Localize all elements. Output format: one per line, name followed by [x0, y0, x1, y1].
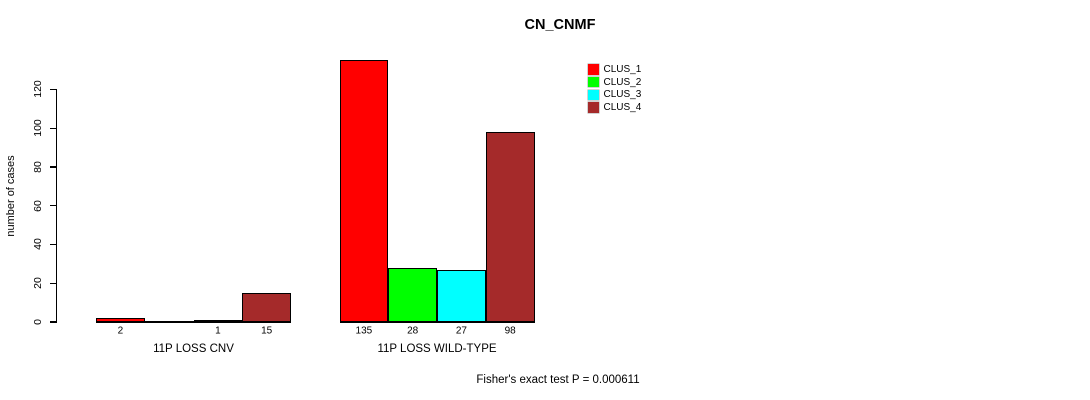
y-tick-label: 80	[32, 161, 44, 173]
bar-clus_1-2	[339, 60, 389, 322]
legend-swatch-icon	[588, 64, 599, 75]
bar-clus_4-1	[242, 292, 291, 322]
y-tick-mark	[50, 243, 57, 246]
bar-value-label: 27	[455, 325, 467, 337]
x-category-label: 11P LOSS CNV	[153, 343, 234, 355]
bar-value-label: 135	[355, 325, 373, 337]
bar-clus_3-2	[437, 269, 486, 322]
legend-item-clus_2: CLUS_2	[588, 77, 641, 88]
legend-item-clus_1: CLUS_1	[588, 64, 641, 75]
legend-label: CLUS_2	[603, 76, 642, 88]
bar-clus_2-2	[388, 267, 437, 322]
y-tick-label: 120	[32, 80, 44, 99]
y-tick-label: 60	[32, 199, 44, 212]
legend-item-clus_3: CLUS_3	[588, 89, 641, 100]
legend-item-clus_4: CLUS_4	[588, 102, 641, 113]
y-tick-mark	[50, 321, 57, 323]
bar-clus_3-1	[193, 320, 243, 323]
bar-clus_4-2	[485, 132, 535, 322]
y-axis-label: number of cases	[5, 155, 17, 237]
bar-clus_1-1	[96, 318, 145, 322]
bar-value-label: 2	[117, 325, 124, 337]
legend-swatch-icon	[588, 89, 599, 101]
legend-label: CLUS_4	[603, 102, 642, 114]
y-tick-label: 100	[32, 119, 44, 137]
chart-title: CN_CNMF	[524, 17, 596, 33]
y-tick-label: 40	[32, 238, 44, 251]
y-tick-label: 0	[32, 319, 44, 325]
legend-swatch-icon	[588, 76, 599, 88]
annotation-fisher-test: Fisher's exact test P = 0.000611	[476, 374, 640, 386]
legend-label: CLUS_3	[603, 89, 642, 101]
legend-label: CLUS_1	[603, 64, 642, 75]
bar-value-label: 15	[261, 325, 273, 337]
bar-value-label: 28	[407, 325, 419, 337]
legend-swatch-icon	[588, 102, 599, 113]
y-tick-label: 20	[32, 277, 44, 290]
y-tick-mark	[50, 282, 57, 284]
group-baseline	[339, 321, 535, 323]
y-tick-mark	[50, 205, 57, 207]
bar-value-label: 1	[215, 325, 221, 337]
y-tick-mark	[50, 88, 57, 90]
y-tick-mark	[50, 166, 57, 168]
y-tick-mark	[50, 127, 57, 129]
bar-value-label: 98	[504, 325, 516, 337]
x-category-label: 11P LOSS WILD-TYPE	[377, 343, 497, 355]
